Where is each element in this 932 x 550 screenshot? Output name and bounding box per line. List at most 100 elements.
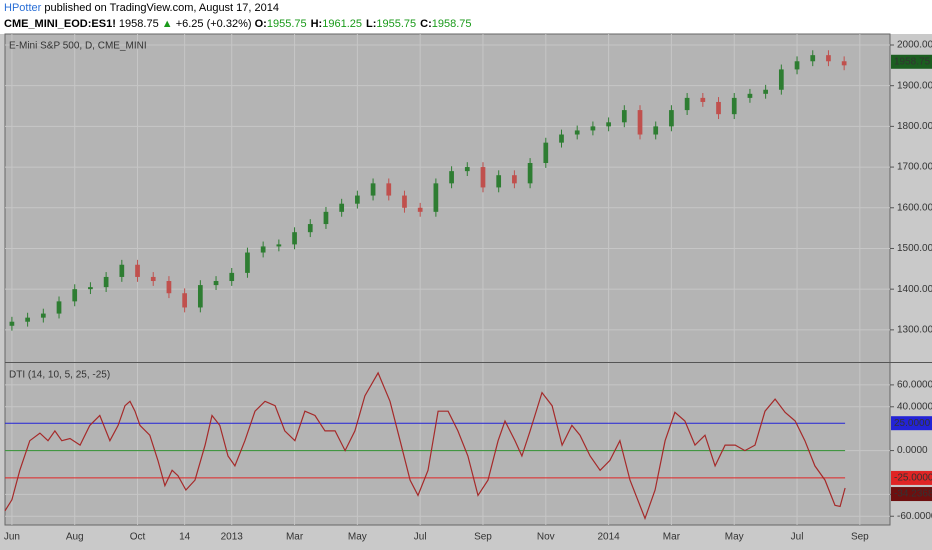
x-tick-label: Oct (130, 532, 146, 543)
x-tick-label: Mar (286, 532, 304, 543)
candle-body (150, 276, 156, 282)
x-tick-label: Jun (4, 532, 20, 543)
candle-body (433, 183, 439, 212)
candle-body (543, 142, 549, 164)
value-label-box (891, 416, 932, 431)
value-label: 1958.75 (894, 56, 931, 67)
change-arrow: ▲ (161, 18, 173, 30)
y-tick-label: 2000.00 (897, 40, 932, 51)
y-tick-label: 0.0000 (897, 445, 928, 456)
pane-title: E-Mini S&P 500, D, CME_MINI (9, 41, 147, 52)
x-tick-label: Aug (66, 532, 84, 543)
candle-body (417, 207, 423, 212)
candle-body (449, 171, 454, 184)
quote-line: CME_MINI_EOD:ES1! 1958.75 ▲ +6.25 (+0.32… (4, 16, 476, 32)
ohlc-label: O: (254, 18, 267, 30)
candle-body (653, 126, 659, 135)
ohlc-value: 1955.75 (376, 18, 417, 30)
ohlc-label: C: (420, 18, 432, 30)
candle-body (480, 167, 486, 188)
candle-body (512, 175, 517, 184)
candle-body (103, 276, 109, 288)
candle-body (370, 183, 376, 196)
candle-body (496, 175, 502, 188)
ohlc-value: 1955.75 (266, 18, 307, 30)
y-tick-label: 60.0000 (897, 380, 932, 391)
value-label: -25.0000 (894, 473, 932, 484)
candle-body (56, 301, 62, 314)
candle-body (590, 126, 596, 131)
publish-line: HPotter published on TradingView.com, Au… (4, 0, 476, 16)
candle-body (9, 321, 15, 326)
x-tick-label: 14 (179, 532, 191, 543)
candle-body (621, 110, 627, 123)
candle-body (747, 93, 753, 98)
header: HPotter published on TradingView.com, Au… (4, 0, 476, 32)
x-tick-label: May (348, 532, 367, 543)
candle-body (464, 167, 470, 172)
candle-body (166, 281, 172, 294)
candle-body (355, 195, 360, 204)
symbol: CME_MINI_EOD:ES1! (4, 18, 116, 30)
y-tick-label: 1700.00 (897, 162, 932, 173)
value-label-box (891, 54, 932, 69)
ohlc-value: 1961.25 (322, 18, 362, 30)
value-label-box (891, 470, 932, 485)
candle-body (841, 61, 847, 66)
candle-body (25, 317, 30, 322)
ohlc-label: L: (365, 18, 377, 30)
candle-body (810, 55, 816, 62)
candle-body (778, 69, 784, 90)
candle-body (229, 272, 235, 282)
y-tick-label: 1900.00 (897, 80, 932, 91)
candle-body (606, 122, 611, 127)
candle-body (339, 203, 345, 212)
y-tick-label: 1500.00 (897, 243, 932, 254)
candle-body (669, 110, 674, 127)
candle-body (402, 195, 407, 208)
x-tick-label: Jul (414, 532, 427, 543)
y-tick-label: 1600.00 (897, 202, 932, 213)
x-tick-label: 2014 (597, 532, 620, 543)
change: +6.25 (+0.32%) (175, 18, 252, 30)
x-tick-label: Sep (474, 532, 492, 543)
candle-body (731, 97, 737, 115)
y-tick-label: 1800.00 (897, 121, 932, 132)
candle-body (716, 101, 721, 115)
y-tick-label: 1400.00 (897, 284, 932, 295)
candle-body (323, 211, 329, 225)
y-tick-label: -60.0000 (897, 511, 932, 522)
candle-body (260, 246, 266, 253)
candle-body (119, 264, 125, 277)
candle-body (213, 281, 219, 286)
x-tick-label: Jul (791, 532, 804, 543)
ohlc: O:1955.75 H:1961.25 L:1955.75 C:1958.75 (255, 18, 476, 30)
ohlc-label: H: (310, 18, 323, 30)
candle-body (307, 224, 313, 233)
candle-body (135, 264, 140, 277)
candle-body (386, 183, 392, 196)
candle-body (197, 285, 203, 308)
candle-body (574, 130, 580, 135)
candle-body (637, 110, 643, 135)
last-price: 1958.75 (118, 18, 159, 30)
indicator-line (4, 371, 846, 521)
candle-body (276, 244, 282, 247)
candle-body (559, 134, 564, 143)
candle-body (182, 293, 187, 308)
x-tick-label: 2013 (221, 532, 244, 543)
x-tick-label: May (725, 532, 744, 543)
author[interactable]: HPotter (4, 2, 42, 14)
candle-body (245, 252, 250, 273)
candle-body (763, 89, 768, 94)
candle-body (527, 163, 533, 184)
candle-body (292, 232, 297, 245)
y-tick-label: 40.0000 (897, 401, 932, 412)
candle-body (40, 313, 46, 318)
x-tick-label: Mar (663, 532, 681, 543)
value-label: -34.2368 (894, 489, 932, 500)
candle-body (684, 97, 690, 111)
value-label: 25.0000 (894, 418, 931, 429)
